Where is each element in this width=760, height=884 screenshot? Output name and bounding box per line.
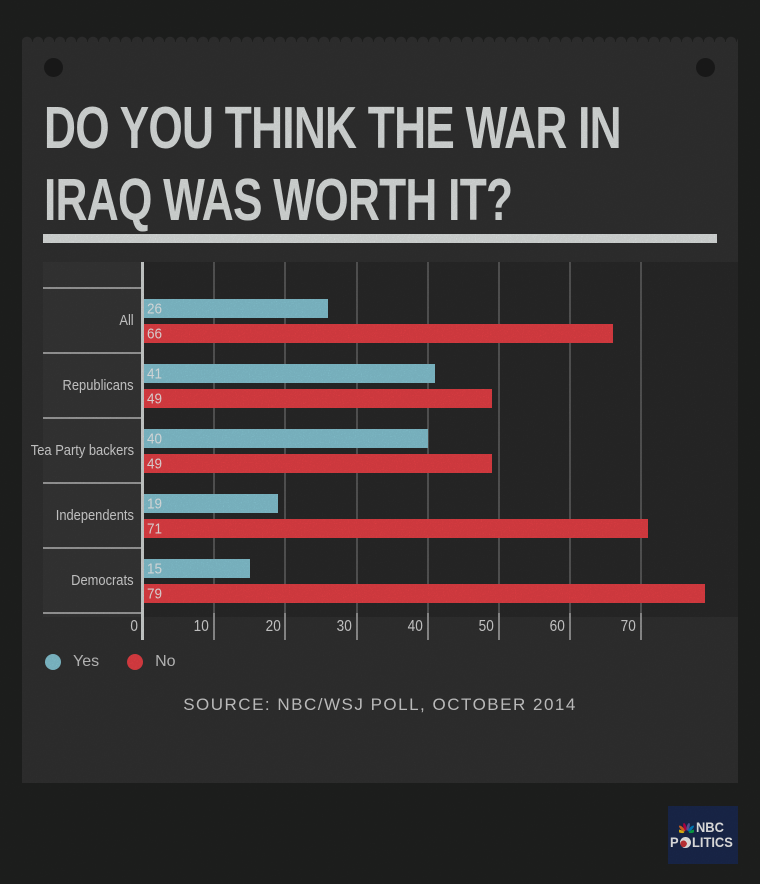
x-axis-tick-label: 50: [444, 618, 494, 636]
bar-value-label: 40: [147, 430, 163, 447]
y-axis-line: [141, 262, 144, 640]
page-title-line2: IRAQ WAS WORTH IT?: [44, 167, 513, 233]
logo-line-nbc: NBC: [679, 820, 726, 835]
category-label: Tea Party backers: [31, 418, 134, 483]
bar-value-label: 15: [147, 560, 163, 577]
tick-label-text: 60: [549, 618, 566, 635]
page-title: DO YOU THINK THE WAR IN IRAQ WAS WORTH I…: [44, 92, 622, 236]
bar-yes: 15: [143, 559, 250, 578]
chart-legend: Yes No: [45, 653, 204, 671]
bar-no: 49: [143, 389, 492, 408]
row-separator: [43, 612, 143, 614]
bar-yes: 26: [143, 299, 329, 318]
bar-yes: 40: [143, 429, 428, 448]
x-axis-tick-label: 40: [373, 618, 423, 636]
tick-label-text: 0: [130, 618, 138, 635]
x-axis-tick: [640, 613, 643, 640]
tick-label-text: 50: [478, 618, 494, 635]
x-axis-tick-label: 0: [88, 618, 138, 636]
nbc-peacock-icon: [679, 821, 696, 834]
tick-label-text: 10: [194, 618, 210, 635]
legend-label-no: No: [155, 653, 176, 670]
peacock-o-icon: [680, 837, 691, 848]
source-text: SOURCE: NBC/WSJ POLL, OCTOBER 2014: [183, 695, 577, 714]
legend-dot-no: [127, 654, 144, 670]
chart: All 26 66 Republicans 41 49 Tea Party backers 4…: [31, 262, 738, 640]
category-label-text: Democrats: [71, 572, 134, 589]
pin-hole-right: [696, 58, 715, 77]
x-axis-tick-label: 60: [515, 618, 565, 636]
x-axis-tick-label: 10: [159, 618, 209, 636]
x-axis-tick: [355, 613, 358, 640]
category-label: All: [43, 288, 134, 353]
bar-value-label: 79: [147, 585, 163, 602]
tick-label-text: 40: [407, 618, 423, 635]
x-axis-tick: [284, 613, 287, 640]
bar-no: 66: [143, 324, 613, 343]
pin-hole-left: [44, 58, 63, 77]
x-axis-tick: [426, 613, 429, 640]
tick-label-text: 30: [336, 618, 352, 635]
x-axis-tick: [213, 613, 216, 640]
category-label: Democrats: [43, 548, 134, 613]
logo-line-politics: P LITICS: [670, 835, 736, 850]
gridline: [640, 262, 643, 617]
panel-torn-edge: [22, 32, 738, 42]
bar-value-label: 49: [147, 390, 163, 407]
category-label: Republicans: [43, 353, 134, 418]
gridline: [497, 262, 500, 617]
bar-value-label: 49: [147, 455, 163, 472]
logo-politics-prefix: P: [670, 834, 679, 850]
x-axis-tick-label: 70: [586, 618, 636, 636]
title-underline: [43, 234, 717, 243]
x-axis-tick-label: 20: [230, 618, 280, 636]
nbc-politics-logo: NBC P LITICS: [668, 806, 738, 864]
bar-no: 79: [143, 584, 706, 603]
logo-politics-suffix: LITICS: [691, 834, 733, 850]
bar-value-label: 26: [147, 300, 163, 317]
category-label-text: Tea Party backers: [30, 442, 134, 459]
bar-yes: 41: [143, 364, 435, 383]
x-axis-tick: [569, 613, 572, 640]
logo-nbc-text: NBC: [696, 819, 725, 835]
legend-label-yes: Yes: [73, 653, 100, 670]
tick-label-text: 70: [621, 618, 637, 635]
x-axis-tick-label: 30: [302, 618, 352, 636]
tick-label-text: 20: [265, 618, 281, 635]
legend-dot-yes: [45, 654, 61, 670]
bar-value-label: 19: [147, 495, 163, 512]
page-title-line1: DO YOU THINK THE WAR IN: [44, 95, 622, 161]
bar-yes: 19: [143, 494, 279, 513]
gridline: [569, 262, 572, 617]
x-axis-tick: [497, 613, 500, 640]
category-label-text: Independents: [55, 507, 134, 524]
bar-value-label: 66: [147, 325, 163, 342]
bar-value-label: 71: [147, 520, 163, 537]
bar-no: 49: [143, 454, 492, 473]
bar-value-label: 41: [147, 365, 163, 382]
category-label-text: All: [119, 312, 134, 329]
category-label-text: Republicans: [62, 377, 134, 394]
bar-no: 71: [143, 519, 649, 538]
category-label: Independents: [43, 483, 134, 548]
